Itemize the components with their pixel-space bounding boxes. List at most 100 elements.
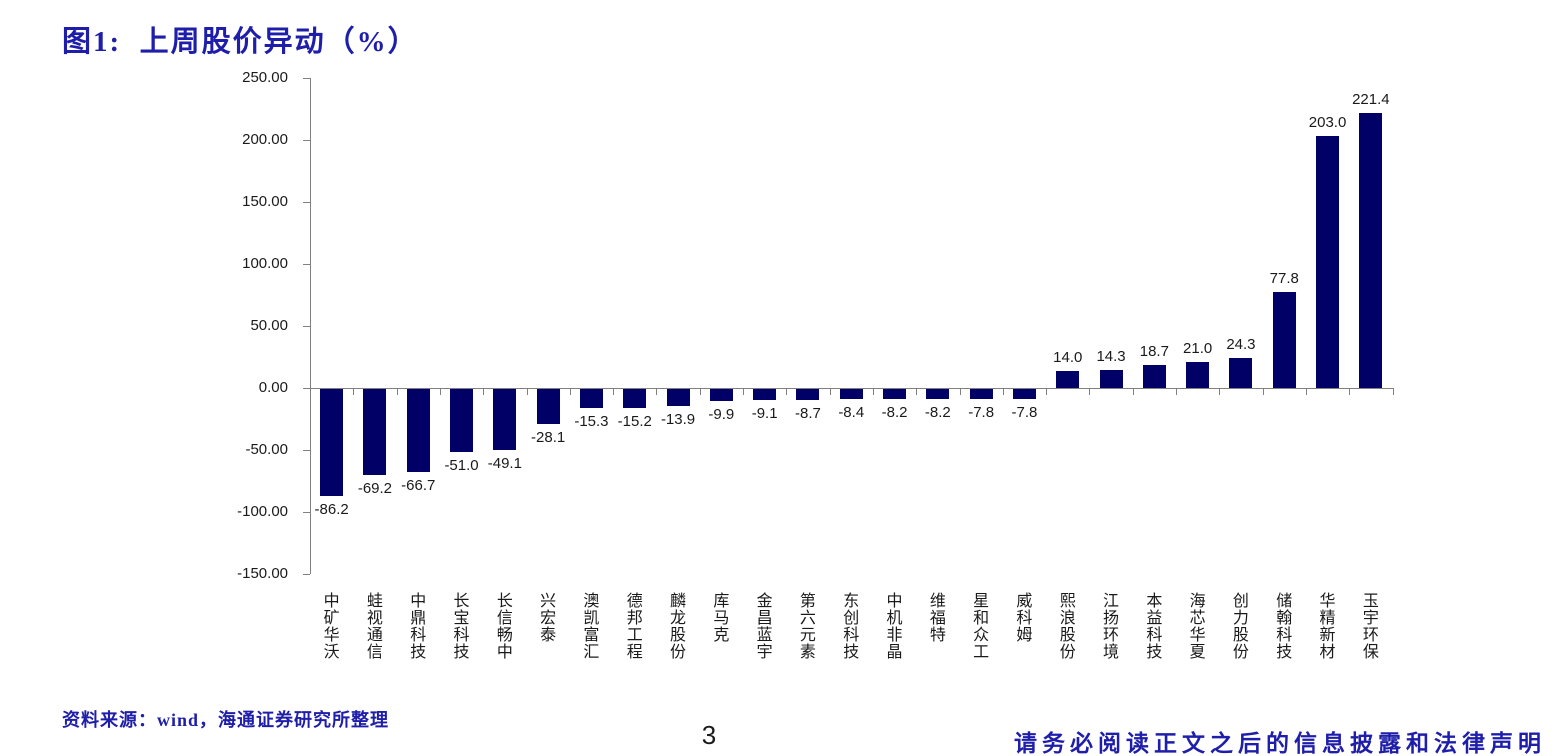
y-axis-tick bbox=[303, 264, 310, 265]
x-axis-tick bbox=[786, 388, 788, 395]
bar-value-label: -13.9 bbox=[660, 411, 696, 429]
bar bbox=[623, 389, 647, 408]
x-axis-tick bbox=[613, 388, 615, 395]
x-axis-tick bbox=[1305, 388, 1307, 395]
x-axis-tick bbox=[1002, 388, 1004, 395]
y-axis-tick bbox=[303, 574, 310, 575]
bar-value-label: -66.7 bbox=[401, 476, 436, 494]
bar bbox=[883, 389, 907, 400]
x-category-label: 中 矿 华 沃 bbox=[323, 593, 340, 661]
x-category-label: 海 芯 华 夏 bbox=[1189, 593, 1206, 661]
bar bbox=[709, 389, 733, 402]
x-category-label: 金 昌 蓝 宇 bbox=[756, 593, 773, 661]
bar-value-label: -49.1 bbox=[487, 454, 522, 472]
x-category-label: 麟 龙 股 份 bbox=[670, 593, 687, 661]
bar-value-label: 24.3 bbox=[1226, 335, 1256, 353]
x-axis-tick bbox=[916, 388, 918, 395]
y-axis-tick-label: 100.00 bbox=[242, 255, 288, 272]
x-axis-tick bbox=[353, 388, 355, 395]
x-category-label: 第 六 元 素 bbox=[799, 593, 816, 661]
x-axis-tick bbox=[310, 388, 311, 395]
y-axis-tick bbox=[303, 326, 310, 327]
x-axis-tick bbox=[1176, 388, 1177, 395]
bar bbox=[363, 389, 387, 475]
x-axis-tick bbox=[1046, 388, 1048, 395]
y-axis-tick-label: -100.00 bbox=[237, 503, 288, 520]
bar-value-label: -9.1 bbox=[751, 405, 778, 423]
bar-value-label: -9.9 bbox=[708, 406, 735, 424]
bar bbox=[579, 389, 603, 408]
x-category-label: 本 益 科 技 bbox=[1146, 593, 1163, 661]
bar bbox=[450, 389, 474, 453]
bar bbox=[1229, 357, 1253, 388]
x-category-label: 长 信 畅 中 bbox=[496, 593, 513, 661]
y-axis-tick-label: 150.00 bbox=[242, 193, 288, 210]
x-axis-tick bbox=[1132, 388, 1134, 395]
bar-value-label: 203.0 bbox=[1308, 114, 1347, 132]
y-axis-tick bbox=[303, 140, 310, 141]
y-axis-tick-label: 200.00 bbox=[242, 131, 288, 148]
x-category-label: 中 机 非 晶 bbox=[886, 593, 903, 661]
bar bbox=[839, 389, 863, 400]
bar-value-label: 14.0 bbox=[1053, 348, 1083, 366]
y-axis-tick bbox=[303, 78, 310, 79]
bar-value-label: -51.0 bbox=[444, 457, 479, 475]
y-axis-line bbox=[310, 78, 311, 574]
bar-value-label: 77.8 bbox=[1269, 269, 1299, 287]
x-axis-line bbox=[310, 388, 1393, 389]
bar-value-label: -7.8 bbox=[1011, 403, 1038, 421]
bar-value-label: -28.1 bbox=[531, 428, 566, 446]
x-category-label: 东 创 科 技 bbox=[843, 593, 860, 661]
bar bbox=[926, 389, 950, 400]
x-category-label: 创 力 股 份 bbox=[1232, 593, 1249, 661]
x-axis-tick bbox=[569, 388, 571, 395]
bar-value-label: 21.0 bbox=[1183, 339, 1213, 357]
legal-disclaimer: 请务必阅读正文之后的信息披露和法律声明 bbox=[1014, 731, 1546, 756]
x-axis-tick bbox=[1219, 388, 1221, 395]
bar bbox=[666, 389, 690, 407]
bar-value-label: -8.2 bbox=[881, 404, 908, 422]
bar bbox=[969, 389, 993, 399]
x-category-label: 熙 浪 股 份 bbox=[1059, 593, 1076, 661]
x-category-label: 兴 宏 泰 bbox=[540, 593, 557, 644]
x-category-label: 江 扬 环 境 bbox=[1103, 593, 1120, 661]
bar bbox=[1186, 361, 1210, 388]
x-category-label: 威 科 姆 bbox=[1016, 593, 1033, 644]
bar bbox=[1056, 370, 1080, 388]
page-number: 3 bbox=[701, 720, 717, 750]
bar bbox=[493, 389, 517, 450]
bar bbox=[796, 389, 820, 400]
y-axis-tick-label: -150.00 bbox=[237, 565, 288, 582]
figure-title: 图1: 上周股价异动（%） bbox=[62, 26, 419, 58]
x-axis-tick bbox=[439, 388, 441, 395]
x-category-label: 玉 宇 环 保 bbox=[1362, 593, 1379, 661]
x-axis-tick bbox=[699, 388, 701, 395]
bar-value-label: 221.4 bbox=[1352, 91, 1390, 109]
x-axis-tick bbox=[1349, 388, 1351, 395]
y-axis-tick bbox=[303, 202, 310, 203]
x-axis-tick bbox=[743, 388, 744, 395]
x-category-label: 蛙 视 通 信 bbox=[366, 593, 383, 661]
x-axis-tick bbox=[1262, 388, 1264, 395]
bar-value-label: 14.3 bbox=[1096, 348, 1126, 366]
x-axis-tick bbox=[829, 388, 831, 395]
bar-value-label: -15.3 bbox=[574, 412, 609, 430]
x-axis-tick bbox=[526, 388, 528, 395]
y-axis-tick bbox=[303, 388, 310, 389]
bar bbox=[1272, 291, 1296, 388]
x-category-label: 中 鼎 科 技 bbox=[410, 593, 427, 661]
x-category-label: 华 精 新 材 bbox=[1319, 593, 1336, 661]
bar-value-label: -69.2 bbox=[357, 479, 393, 497]
bar bbox=[753, 389, 777, 401]
bar bbox=[1142, 364, 1166, 388]
x-category-label: 长 宝 科 技 bbox=[453, 593, 470, 661]
bar-value-label: -7.8 bbox=[968, 403, 995, 421]
x-axis-tick bbox=[483, 388, 485, 395]
bar-value-label: -8.7 bbox=[795, 404, 821, 422]
bar bbox=[1012, 389, 1036, 399]
bar-value-label: -8.2 bbox=[924, 404, 951, 422]
bar bbox=[320, 389, 344, 496]
x-axis-tick bbox=[959, 388, 961, 395]
